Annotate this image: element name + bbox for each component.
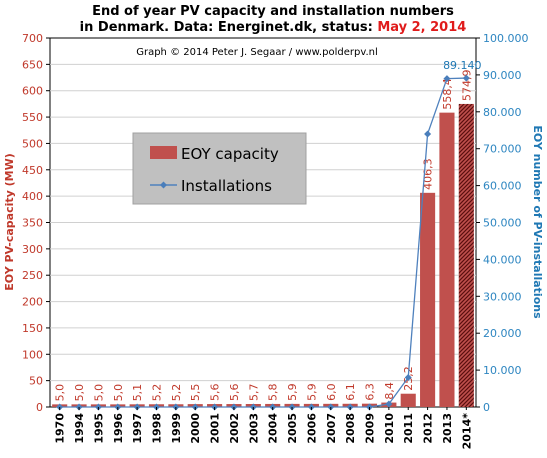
capacity-data-label: 6,3 (364, 383, 377, 401)
x-tick-label: 2011 (402, 413, 415, 444)
capacity-data-label: 5,5 (189, 384, 202, 402)
left-tick-label: 0 (36, 401, 43, 414)
graph-credit: Graph © 2014 Peter J. Segaar / www.polde… (136, 47, 378, 58)
right-tick-label: 60.000 (483, 180, 522, 193)
x-tick-label: 2008 (344, 413, 357, 444)
capacity-data-label: 5,0 (92, 384, 105, 402)
capacity-data-label: 6,0 (325, 383, 338, 401)
left-tick-label: 150 (22, 322, 43, 335)
capacity-data-label: 5,2 (151, 384, 164, 402)
right-tick-label: 40.000 (483, 253, 522, 266)
left-tick-label: 300 (22, 243, 43, 256)
chart-title-line2: in Denmark. Data: Energinet.dk, status: … (80, 20, 467, 35)
x-tick-label: 2002 (228, 413, 241, 444)
installations-line (59, 77, 467, 408)
capacity-bar (458, 103, 474, 408)
capacity-data-label: 6,1 (344, 383, 357, 401)
left-tick-label: 200 (22, 296, 43, 309)
left-tick-label: 550 (22, 111, 43, 124)
x-tick-label: 2003 (247, 413, 260, 444)
capacity-data-label: 5,9 (286, 383, 299, 401)
x-tick-label: 2006 (305, 413, 318, 444)
right-tick-label: 70.000 (483, 143, 522, 156)
x-tick-label: 1994 (73, 413, 86, 444)
x-tick-label: 2010 (383, 413, 396, 444)
x-tick-label: 1999 (170, 413, 183, 444)
left-tick-label: 400 (22, 190, 43, 203)
x-tick-label: 2001 (209, 413, 222, 444)
legend-marker-installations (160, 181, 167, 189)
left-tick-label: 700 (22, 32, 43, 45)
left-tick-label: 600 (22, 85, 43, 98)
capacity-data-label: 5,7 (247, 383, 260, 401)
right-axis-title: EOY number of PV-installations (531, 125, 544, 319)
x-tick-label: 1995 (92, 413, 105, 444)
left-tick-label: 100 (22, 348, 43, 361)
capacity-bar (420, 192, 436, 407)
left-tick-label: 250 (22, 269, 43, 282)
installations-marker (462, 74, 470, 82)
capacity-bar (439, 112, 455, 407)
installations-marker (404, 373, 412, 381)
installations-marker (424, 130, 432, 138)
x-tick-label: 2004 (267, 413, 280, 444)
right-tick-label: 80.000 (483, 106, 522, 119)
left-tick-label: 50 (29, 375, 43, 388)
x-tick-label: 2005 (286, 413, 299, 444)
left-tick-label: 450 (22, 164, 43, 177)
legend-label-installations: Installations (181, 177, 272, 195)
x-tick-label: 1970 (54, 413, 67, 444)
capacity-data-label: 5,8 (267, 383, 280, 401)
x-tick-label: 2014* (460, 413, 473, 450)
x-tick-label: 2012 (422, 413, 435, 444)
left-tick-label: 500 (22, 137, 43, 150)
x-tick-label: 1996 (112, 413, 125, 444)
right-tick-label: 20.000 (483, 327, 522, 340)
chart-title-status: May 2, 2014 (377, 20, 466, 35)
capacity-data-label: 5,6 (228, 384, 241, 402)
installations-marker (443, 75, 451, 83)
chart-title-line1: End of year PV capacity and installation… (92, 4, 454, 19)
right-tick-label: 100.000 (483, 32, 529, 45)
x-axis-ticks: 1970 1994 1995 1996 1997 1998 1999 2000 2001 2002… (54, 407, 473, 450)
left-tick-label: 650 (22, 58, 43, 71)
right-tick-label: 0 (483, 401, 490, 414)
capacity-data-label: 5,0 (54, 384, 67, 402)
chart-title-line2-prefix: in Denmark. Data: Energinet.dk, status: (80, 20, 378, 35)
right-axis-ticks: 0 10.000 20.000 30.000 40.000 50.000 60.000 70.… (476, 32, 529, 414)
capacity-data-label: 5,0 (112, 384, 125, 402)
legend-box (132, 132, 307, 205)
capacity-data-label: 558,4 (441, 78, 454, 110)
x-tick-label: 2007 (325, 413, 338, 444)
x-tick-label: 1998 (151, 413, 164, 444)
legend-swatch-capacity (150, 146, 177, 159)
capacity-data-label: 8,4 (383, 382, 396, 400)
installations-data-label: 89.140 (443, 59, 482, 72)
capacity-bar (400, 393, 416, 407)
right-tick-label: 10.000 (483, 364, 522, 377)
capacity-data-label: 5,2 (170, 384, 183, 402)
legend-label-capacity: EOY capacity (181, 145, 279, 163)
capacity-data-label: 574,9 (460, 69, 473, 101)
left-axis-ticks: 0 50 100 150 200 250 300 350 400 450 500 550 600 650 7… (22, 32, 50, 414)
capacity-data-label: 5,9 (305, 383, 318, 401)
installations-marker (385, 400, 393, 408)
left-tick-label: 350 (22, 217, 43, 230)
capacity-data-label: 5,1 (131, 384, 144, 402)
capacity-data-label: 5,6 (209, 384, 222, 402)
x-tick-label: 2000 (189, 413, 202, 444)
x-tick-label: 2009 (364, 413, 377, 444)
right-tick-label: 90.000 (483, 69, 522, 82)
right-tick-label: 50.000 (483, 217, 522, 230)
legend: EOY capacity Installations (132, 132, 307, 205)
right-tick-label: 30.000 (483, 290, 522, 303)
x-tick-label: 1997 (131, 413, 144, 444)
capacity-data-label: 5,0 (73, 384, 86, 402)
left-axis-title: EOY PV-capacity (MW) (3, 153, 16, 291)
x-tick-label: 2013 (441, 413, 454, 444)
